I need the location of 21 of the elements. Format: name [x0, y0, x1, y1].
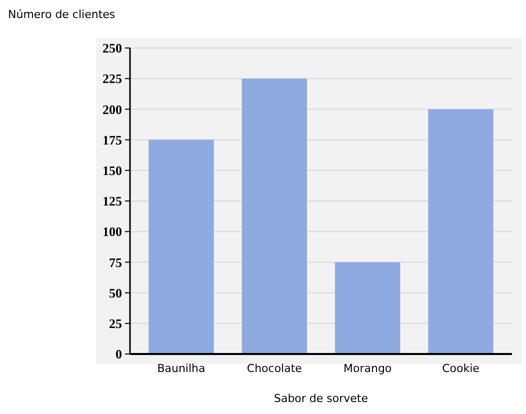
bar	[242, 78, 308, 354]
bar	[148, 140, 214, 354]
y-tick-label: 250	[102, 40, 122, 56]
y-tick-label: 225	[102, 71, 122, 86]
y-tick-label: 75	[109, 254, 122, 270]
x-tick-label: Baunilha	[157, 362, 206, 375]
y-tick-label: 150	[102, 162, 122, 178]
y-axis-title: Número de clientes	[8, 8, 116, 21]
y-tick-label: 175	[102, 132, 122, 148]
bar	[334, 262, 400, 354]
y-tick-label: 50	[109, 285, 122, 300]
x-axis-title: Sabor de sorvete	[274, 392, 368, 405]
y-tick-label: 100	[102, 224, 122, 240]
x-tick-label: Cookie	[442, 362, 480, 375]
x-tick-label: Morango	[344, 362, 392, 375]
x-tick-label: Chocolate	[246, 362, 302, 375]
y-tick-label: 125	[102, 194, 122, 209]
y-tick-label: 200	[102, 102, 122, 117]
y-tick-label: 25	[109, 316, 122, 331]
bar	[428, 109, 494, 354]
y-tick-label: 0	[116, 346, 122, 362]
